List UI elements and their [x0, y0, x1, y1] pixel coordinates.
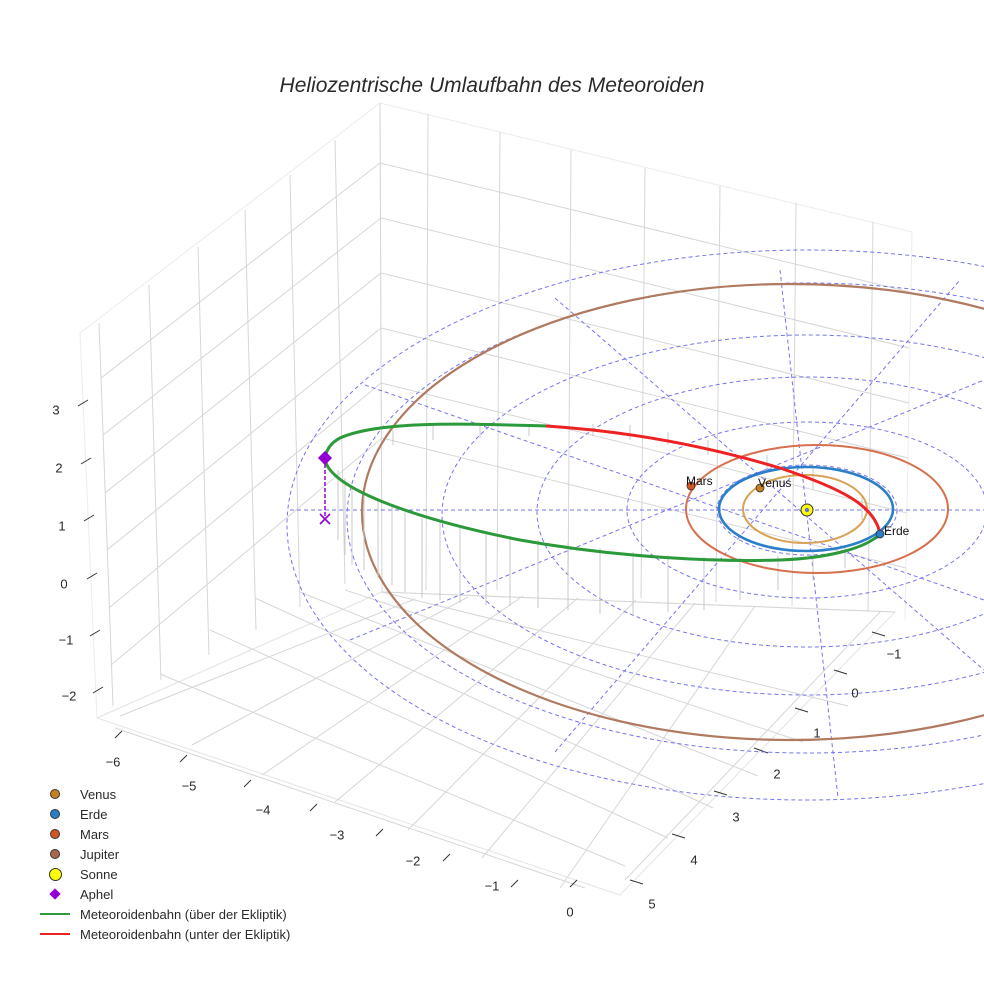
legend-label: Mars	[80, 826, 109, 842]
legend-item-erde[interactable]: Erde	[38, 804, 290, 824]
meteoroid-drop-lines	[337, 424, 863, 614]
legend-label: Sonne	[80, 866, 118, 882]
y-tick: 2	[773, 766, 781, 782]
legend-item-mars[interactable]: Mars	[38, 824, 290, 844]
z-tick: −1	[58, 632, 74, 648]
legend-item-meteoroid-below[interactable]: Meteoroidenbahn (unter der Ekliptik)	[38, 924, 290, 944]
y-tick: 0	[851, 685, 859, 701]
legend-label: Erde	[80, 806, 108, 822]
x-tick: 0	[566, 904, 574, 920]
earth-marker[interactable]	[875, 529, 885, 539]
axis-grid-back-wall	[379, 102, 913, 621]
aphel-projection-x-icon	[319, 513, 331, 525]
sonne-legend-dot-icon	[48, 867, 62, 881]
mars-legend-dot-icon	[50, 829, 60, 839]
legend-item-venus[interactable]: Venus	[38, 784, 290, 804]
axis-grid-left-wall	[79, 101, 383, 719]
jupiter-orbit	[361, 282, 984, 742]
legend-item-sonne[interactable]: Sonne	[38, 864, 290, 884]
venus-label: Venus	[758, 476, 792, 490]
meteoroid-path-above[interactable]	[323, 422, 882, 562]
legend-item-meteoroid-above[interactable]: Meteoroidenbahn (über der Ekliptik)	[38, 904, 290, 924]
x-tick: −2	[405, 853, 421, 869]
z-tick: 2	[55, 460, 63, 476]
legend-label: Venus	[80, 786, 117, 802]
legend: Venus Erde Mars Jupiter Sonne Aphel Mete…	[38, 784, 290, 944]
earth-orbit	[717, 465, 895, 553]
mars-label: Mars	[686, 474, 713, 488]
y-tick: −1	[886, 646, 902, 662]
y-tick: 4	[690, 852, 698, 868]
mars-orbit	[685, 444, 949, 574]
x-tick: −4	[255, 802, 271, 818]
green-line-icon	[40, 913, 70, 915]
aphel-marker[interactable]	[317, 450, 333, 466]
z-tick: 3	[52, 402, 60, 418]
legend-item-aphel[interactable]: Aphel	[38, 884, 290, 904]
legend-label: Meteoroidenbahn (unter der Ekliptik)	[80, 926, 291, 942]
mars-marker[interactable]	[686, 481, 696, 491]
legend-label: Meteoroidenbahn (über der Ekliptik)	[80, 906, 287, 922]
x-tick: −6	[105, 754, 121, 770]
venus-legend-dot-icon	[50, 789, 60, 799]
meteoroid-path-below[interactable]	[545, 424, 882, 535]
legend-label: Jupiter	[80, 846, 120, 862]
z-tick: −2	[61, 688, 77, 704]
axis-tick-marks	[77, 399, 886, 888]
red-line-icon	[40, 933, 70, 935]
legend-label: Aphel	[80, 886, 114, 902]
sun-center-dot	[804, 507, 810, 513]
x-tick: −3	[329, 827, 345, 843]
y-tick: 3	[732, 809, 740, 825]
jupiter-legend-dot-icon	[50, 849, 60, 859]
aphel-legend-diamond-icon	[49, 888, 61, 900]
y-tick: 5	[648, 896, 656, 912]
chart-title: Heliozentrische Umlaufbahn des Meteoroid…	[279, 74, 705, 97]
z-tick: 0	[60, 576, 68, 592]
legend-item-jupiter[interactable]: Jupiter	[38, 844, 290, 864]
axis-grid-floor	[95, 589, 897, 896]
erde-label: Erde	[884, 524, 910, 538]
x-tick: −1	[484, 878, 500, 894]
venus-marker[interactable]	[755, 483, 765, 493]
y-tick: 1	[813, 725, 821, 741]
z-tick: 1	[58, 518, 66, 534]
x-tick: −5	[181, 778, 197, 794]
erde-legend-dot-icon	[50, 809, 60, 819]
